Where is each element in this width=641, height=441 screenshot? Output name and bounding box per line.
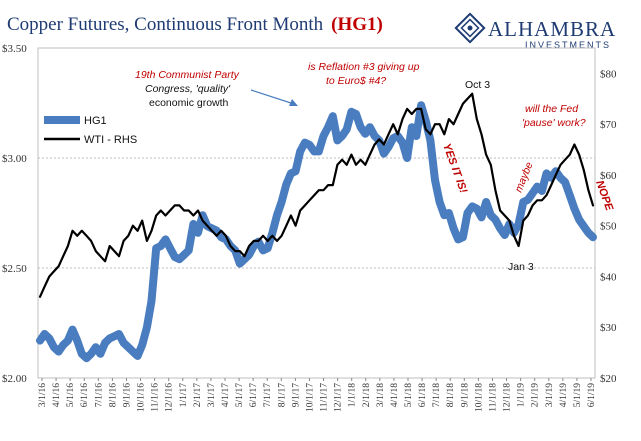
annotation-fed-1: will the Fed [525,103,579,115]
x-tick-label: 7/1/17 [263,383,273,408]
right-tick-label: $80 [600,68,617,80]
x-tick-label: 9/1/17 [291,383,301,408]
x-tick-label: 8/1/18 [446,383,456,408]
x-tick-label: 6/1/19 [587,383,597,408]
logo-sub: INVESTMENTS [525,40,611,50]
x-tick-label: 10/1/16 [137,383,147,412]
x-tick-label: 10/1/18 [474,383,484,412]
annotation-yes-it-is: YES IT IS! [440,142,469,195]
right-tick-label: $50 [600,221,617,233]
x-tick-label: 8/1/17 [277,383,287,408]
x-tick-label: 2/1/18 [362,383,372,408]
x-tick-label: 5/1/17 [235,383,245,408]
annotation-fed-2: 'pause' work? [522,117,586,129]
legend-label-hg1: HG1 [84,115,107,127]
left-tick-label: $2.00 [2,373,27,385]
x-tick-label: 11/1/16 [151,383,161,412]
x-tick-label: 10/1/17 [305,383,315,412]
annotation-reflation-2: to Euro$ #4? [326,75,386,87]
legend-label-wti: WTI - RHS [84,134,137,146]
x-tick-label: 5/1/19 [573,383,583,408]
annotation-congress-1: 19th Communist Party [135,69,240,81]
x-tick-label: 1/1/17 [179,383,189,408]
left-tick-label: $2.50 [2,263,27,275]
right-tick-label: $40 [600,271,617,283]
plot-area-border [37,47,596,379]
series-layer [36,92,597,363]
x-tick-label: 4/1/17 [221,383,231,408]
x-tick-label: 12/1/18 [503,383,513,412]
right-tick-label: $70 [600,119,617,131]
series-line-wti [38,92,595,298]
x-tick-label: 9/1/16 [122,383,132,408]
x-tick-label: 1/1/19 [517,383,527,408]
x-tick-label: 12/1/16 [165,383,175,412]
right-axis: $20 $30 $40 $50 $60 $70 $80 [600,68,617,385]
left-axis: $2.00 $2.50 $3.00 $3.50 [2,43,27,385]
series-line-hg1 [36,101,597,363]
right-tick-label: $20 [600,373,617,385]
right-tick-label: $30 [600,322,617,334]
x-tick-label: 4/1/19 [559,383,569,408]
x-tick-label: 3/1/18 [376,383,386,408]
x-tick-label: 5/1/16 [66,383,76,408]
alhambra-logo: ALHAMBRA INVESTMENTS [454,12,616,50]
x-tick-label: 3/1/16 [38,383,48,408]
x-tick-label: 6/1/18 [418,383,428,408]
annotations: 19th Communist Party Congress, 'quality'… [135,61,615,273]
legend: HG1 WTI - RHS [44,115,137,146]
right-tick-label: $60 [600,170,617,182]
chart-title: Copper Futures, Continuous Front Month (… [7,14,383,35]
chart-title-code: (HG1) [331,14,383,35]
annotation-jan3: Jan 3 [508,261,534,273]
annotation-nope: NOPE [593,179,615,213]
chart-title-text: Copper Futures, Continuous Front Month [7,14,324,35]
annotation-congress-3: economic growth [149,97,229,109]
x-tick-label: 4/1/16 [52,383,62,408]
annotation-oct3: Oct 3 [465,79,490,91]
x-tick-label: 3/1/17 [207,383,217,408]
annotation-congress-2: Congress, 'quality' [145,83,231,95]
x-tick-label: 1/1/18 [348,383,358,408]
x-tick-label: 2/1/17 [193,383,203,408]
x-tick-label: 3/1/19 [545,383,555,408]
x-tick-label: 2/1/19 [531,383,541,408]
gridlines [38,157,595,269]
x-tick-label: 6/1/16 [80,383,90,408]
x-tick-label: 12/1/17 [334,383,344,412]
x-tick-label: 4/1/18 [390,383,400,408]
logo-emblem-icon [454,12,486,44]
x-tick-label: 11/1/18 [488,383,498,412]
x-tick-label: 8/1/16 [108,383,118,408]
logo-name: ALHAMBRA [488,17,616,41]
x-tick-label: 9/1/18 [460,383,470,408]
annotation-arrow-icon [250,89,298,106]
x-tick-label: 6/1/17 [249,383,259,408]
left-tick-label: $3.50 [2,43,27,55]
left-tick-label: $3.00 [2,153,27,165]
x-tick-label: 7/1/16 [94,383,104,408]
annotation-reflation-1: is Reflation #3 giving up [308,61,420,73]
x-axis: 3/1/16 4/1/16 5/1/16 6/1/16 7/1/16 8/1/16 9/1/… [38,378,597,412]
x-tick-label: 7/1/18 [432,383,442,408]
x-tick-label: 5/1/18 [404,383,414,408]
x-tick-label: 11/1/17 [320,383,330,412]
